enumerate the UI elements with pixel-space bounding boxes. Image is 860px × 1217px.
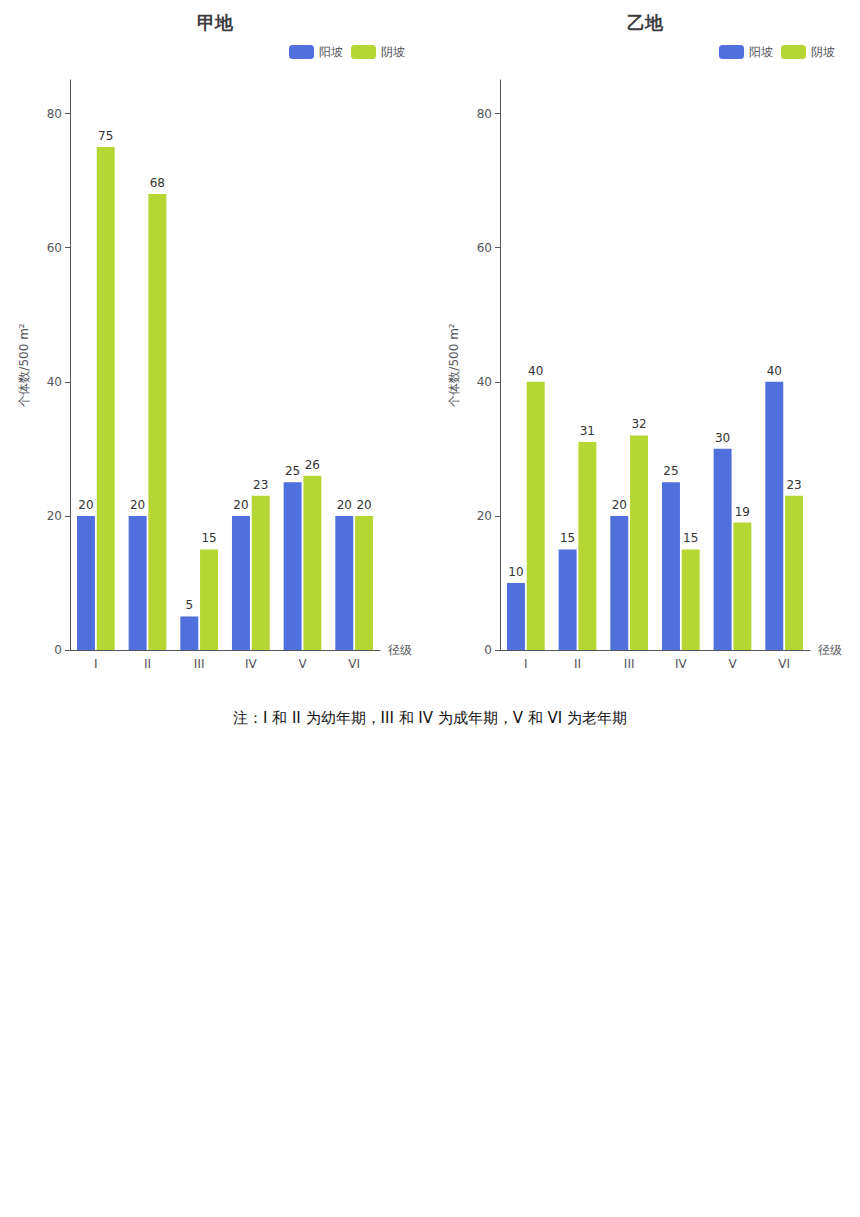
svg-text:75: 75 bbox=[98, 129, 113, 143]
svg-text:15: 15 bbox=[201, 531, 216, 545]
svg-text:III: III bbox=[624, 657, 635, 671]
svg-text:VI: VI bbox=[778, 657, 790, 671]
svg-text:径级: 径级 bbox=[388, 643, 412, 657]
svg-text:10: 10 bbox=[508, 565, 523, 579]
svg-text:40: 40 bbox=[528, 364, 543, 378]
svg-text:40: 40 bbox=[767, 364, 782, 378]
svg-text:V: V bbox=[728, 657, 737, 671]
svg-text:32: 32 bbox=[631, 417, 646, 431]
svg-text:IV: IV bbox=[245, 657, 258, 671]
svg-text:0: 0 bbox=[484, 643, 492, 657]
svg-text:20: 20 bbox=[130, 498, 145, 512]
svg-text:20: 20 bbox=[233, 498, 248, 512]
svg-text:注：I 和 II 为幼年期，III 和 IV 为成年期，V: 注：I 和 II 为幼年期，III 和 IV 为成年期，V 和 VI 为老年期 bbox=[233, 709, 627, 727]
svg-text:25: 25 bbox=[285, 464, 300, 478]
svg-text:乙地: 乙地 bbox=[627, 12, 664, 33]
svg-text:20: 20 bbox=[477, 509, 492, 523]
svg-text:个体数/500 m²: 个体数/500 m² bbox=[17, 323, 31, 406]
svg-text:5: 5 bbox=[185, 598, 193, 612]
svg-text:II: II bbox=[574, 657, 581, 671]
svg-text:甲地: 甲地 bbox=[197, 12, 234, 33]
svg-text:19: 19 bbox=[735, 505, 750, 519]
svg-text:20: 20 bbox=[78, 498, 93, 512]
svg-text:阳坡: 阳坡 bbox=[319, 45, 343, 59]
svg-text:30: 30 bbox=[715, 431, 730, 445]
svg-text:阴坡: 阴坡 bbox=[811, 45, 835, 59]
svg-text:20: 20 bbox=[356, 498, 371, 512]
svg-text:20: 20 bbox=[612, 498, 627, 512]
svg-text:III: III bbox=[194, 657, 205, 671]
svg-text:40: 40 bbox=[477, 375, 492, 389]
svg-text:60: 60 bbox=[47, 241, 62, 255]
svg-text:20: 20 bbox=[47, 509, 62, 523]
svg-text:0: 0 bbox=[54, 643, 62, 657]
svg-text:I: I bbox=[94, 657, 98, 671]
svg-text:15: 15 bbox=[560, 531, 575, 545]
svg-text:IV: IV bbox=[675, 657, 688, 671]
svg-text:阳坡: 阳坡 bbox=[749, 45, 773, 59]
svg-text:V: V bbox=[298, 657, 307, 671]
svg-text:26: 26 bbox=[305, 458, 320, 472]
svg-text:VI: VI bbox=[348, 657, 360, 671]
svg-text:23: 23 bbox=[253, 478, 268, 492]
svg-text:I: I bbox=[524, 657, 528, 671]
svg-text:31: 31 bbox=[580, 424, 595, 438]
svg-text:60: 60 bbox=[477, 241, 492, 255]
svg-text:20: 20 bbox=[337, 498, 352, 512]
svg-text:阴坡: 阴坡 bbox=[381, 45, 405, 59]
svg-text:15: 15 bbox=[683, 531, 698, 545]
svg-text:80: 80 bbox=[47, 107, 62, 121]
svg-text:II: II bbox=[144, 657, 151, 671]
svg-text:25: 25 bbox=[663, 464, 678, 478]
svg-text:68: 68 bbox=[150, 176, 165, 190]
svg-text:23: 23 bbox=[786, 478, 801, 492]
svg-text:40: 40 bbox=[47, 375, 62, 389]
svg-text:80: 80 bbox=[477, 107, 492, 121]
svg-text:个体数/500 m²: 个体数/500 m² bbox=[447, 323, 461, 406]
svg-text:径级: 径级 bbox=[818, 643, 842, 657]
